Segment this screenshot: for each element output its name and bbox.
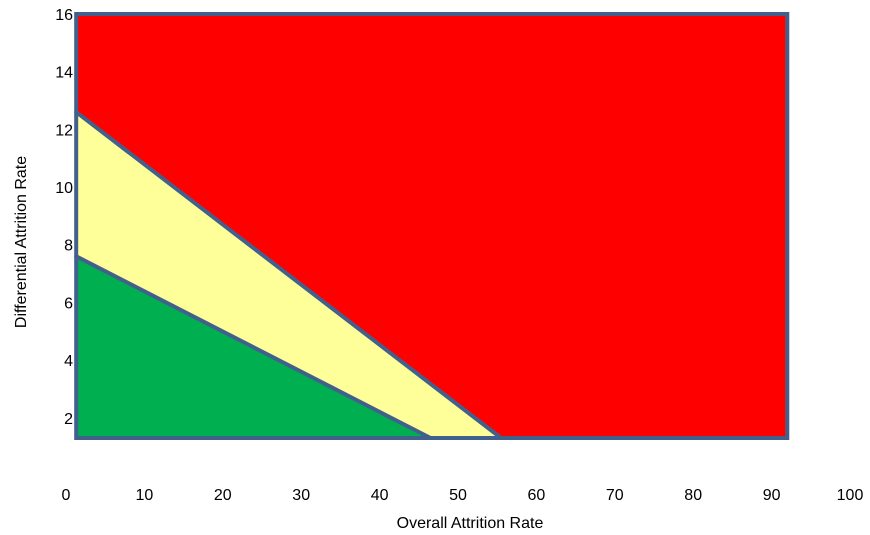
x-tick-label: 80 [684,487,702,504]
y-tick-label: 10 [55,180,73,197]
y-tick-label: 4 [64,353,73,370]
x-tick-label: 30 [292,487,310,504]
y-tick-label: 16 [55,7,73,24]
x-tick-label: 20 [214,487,232,504]
plot-frame [74,12,790,440]
y-tick-labels: 2 4 6 8 10 12 14 16 [55,7,73,428]
x-axis-title: Overall Attrition Rate [397,515,544,532]
boundary-line-2 [74,254,433,440]
boundary-line-1 [74,110,504,440]
x-tick-label: 40 [371,487,389,504]
x-tick-label: 50 [449,487,467,504]
y-tick-label: 12 [55,122,73,139]
boundaries-layer [74,110,504,440]
y-axis-title: Differential Attrition Rate [13,156,30,328]
y-tick-label: 6 [64,295,73,312]
x-tick-label: 60 [528,487,546,504]
x-tick-label: 10 [136,487,154,504]
x-tick-label: 100 [837,487,864,504]
x-tick-label: 70 [606,487,624,504]
y-tick-label: 2 [64,411,73,428]
y-tick-label: 8 [64,238,73,255]
x-tick-labels: 0 10 20 30 40 50 60 70 80 90 100 [62,487,864,504]
x-tick-label: 90 [763,487,781,504]
y-tick-label: 14 [55,65,73,82]
regions-layer [76,14,788,438]
x-tick-label: 0 [62,487,71,504]
